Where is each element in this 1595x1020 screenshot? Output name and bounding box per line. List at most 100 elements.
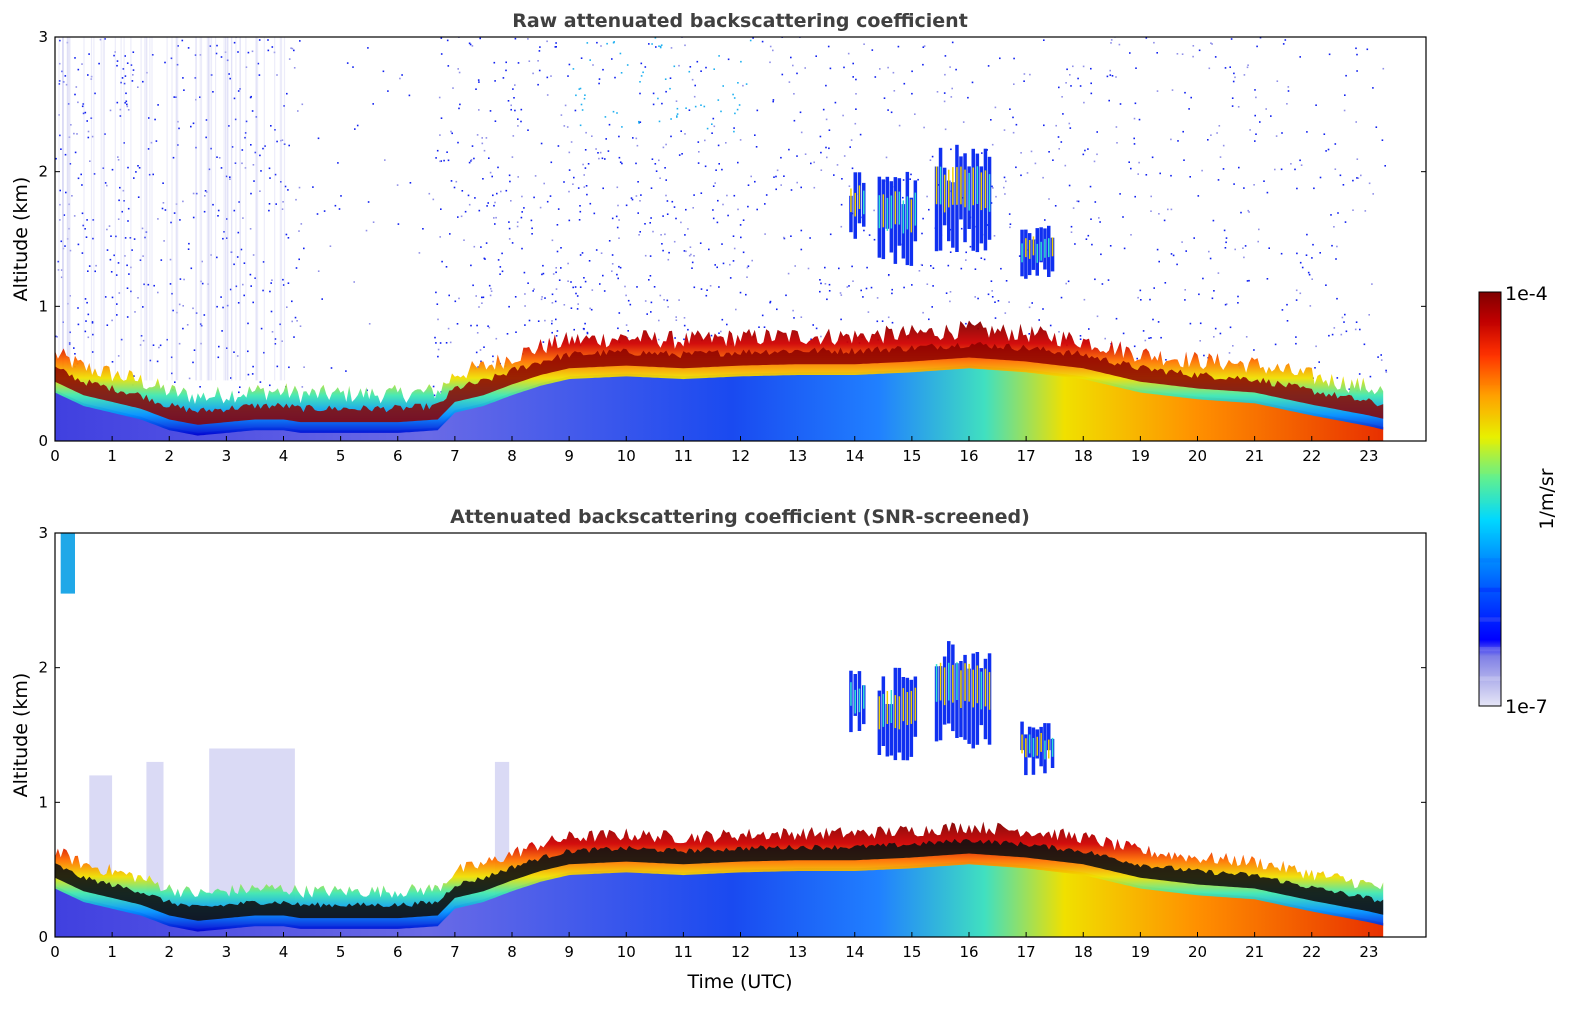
- noise-streak: [255, 37, 257, 381]
- noise-dot: [709, 285, 712, 287]
- noise-dot: [496, 192, 498, 195]
- x-tick-label: 5: [336, 943, 346, 961]
- noise-dot: [635, 162, 637, 165]
- layer-core: [1032, 738, 1035, 757]
- x-tick-label: 7: [450, 943, 460, 961]
- noise-dot: [669, 77, 672, 79]
- noise-dot: [116, 303, 118, 305]
- layer-core: [939, 166, 942, 205]
- noise-dot: [692, 33, 694, 35]
- noise-streak: [210, 37, 213, 381]
- layer-core: [952, 664, 954, 703]
- colorbar-band: [1479, 321, 1501, 326]
- noise-dot: [482, 296, 485, 299]
- noise-dot: [210, 147, 212, 150]
- y-tick-label: 2: [38, 163, 48, 181]
- noise-dot: [754, 134, 756, 136]
- noise-dot: [515, 331, 517, 333]
- noise-dot: [164, 209, 167, 211]
- noise-dot: [918, 270, 921, 272]
- noise-dot: [903, 286, 905, 289]
- noise-dot: [960, 227, 963, 230]
- noise-dot: [652, 92, 655, 95]
- noise-dot: [658, 45, 660, 47]
- noise-dot: [188, 377, 191, 380]
- noise-dot: [788, 81, 791, 83]
- colorbar-band: [1479, 617, 1501, 622]
- noise-dot: [132, 69, 135, 71]
- noise-dot: [124, 75, 127, 77]
- noise-dot: [501, 270, 504, 273]
- noise-dot: [1199, 322, 1202, 325]
- noise-dot: [738, 104, 741, 106]
- noise-dot: [606, 34, 608, 36]
- noise-streak: [239, 37, 241, 381]
- noise-dot: [303, 366, 305, 368]
- noise-dot: [440, 160, 442, 162]
- noise-dot: [520, 108, 523, 111]
- noise-dot: [367, 201, 370, 203]
- noise-dot: [512, 88, 514, 90]
- noise-dot: [1058, 331, 1060, 333]
- noise-dot: [650, 311, 652, 313]
- noise-dot: [195, 192, 198, 195]
- noise-dot: [744, 32, 746, 34]
- noise-dot: [287, 237, 290, 239]
- noise-dot: [552, 34, 554, 36]
- noise-dot: [739, 291, 742, 294]
- noise-dot: [1222, 144, 1225, 147]
- noise-dot: [234, 162, 237, 164]
- noise-dot: [638, 120, 640, 123]
- noise-dot: [981, 152, 983, 154]
- noise-dot: [506, 27, 508, 29]
- noise-dot: [568, 169, 571, 171]
- noise-dot: [1003, 129, 1006, 131]
- noise-dot: [68, 343, 71, 346]
- noise-dot: [1121, 27, 1123, 29]
- x-tick-label: 20: [1188, 943, 1207, 961]
- noise-dot: [883, 97, 886, 99]
- noise-dot: [194, 77, 197, 79]
- noise-dot: [1129, 52, 1131, 54]
- noise-dot: [598, 157, 600, 160]
- layer-core: [1051, 737, 1054, 757]
- noise-dot: [68, 227, 70, 230]
- noise-dot: [206, 191, 208, 193]
- noise-dot: [1023, 73, 1026, 75]
- noise-dot: [471, 45, 474, 47]
- y-tick-label: 2: [38, 659, 48, 677]
- noise-dot: [550, 75, 552, 77]
- noise-dot: [89, 160, 91, 162]
- noise-dot: [539, 206, 542, 209]
- noise-dot: [608, 123, 611, 126]
- noise-dot: [705, 66, 707, 69]
- x-tick-label: 22: [1302, 447, 1321, 465]
- noise-dot: [1368, 314, 1370, 316]
- noise-dot: [1155, 32, 1157, 34]
- noise-dot: [733, 247, 736, 250]
- noise-dot: [251, 50, 254, 53]
- noise-dot: [745, 83, 748, 85]
- noise-dot: [111, 361, 114, 363]
- layer-core: [935, 664, 938, 702]
- noise-dot: [440, 117, 443, 119]
- noise-dot: [114, 32, 116, 34]
- noise-dot: [772, 100, 774, 103]
- noise-dot: [495, 337, 498, 340]
- noise-dot: [1237, 106, 1240, 108]
- noise-dot: [887, 109, 889, 111]
- noise-dot: [929, 159, 932, 161]
- noise-dot: [780, 184, 782, 186]
- noise-dot: [922, 63, 924, 66]
- noise-dot: [577, 303, 579, 305]
- noise-dot: [114, 51, 116, 53]
- noise-dot: [298, 186, 301, 189]
- noise-dot: [195, 312, 198, 314]
- noise-dot: [1356, 158, 1359, 160]
- layer-core: [1021, 734, 1023, 754]
- noise-dot: [1295, 289, 1298, 292]
- noise-dot: [923, 45, 926, 47]
- noise-dot: [1136, 357, 1138, 360]
- noise-dot: [546, 94, 549, 96]
- noise-dot: [269, 177, 271, 179]
